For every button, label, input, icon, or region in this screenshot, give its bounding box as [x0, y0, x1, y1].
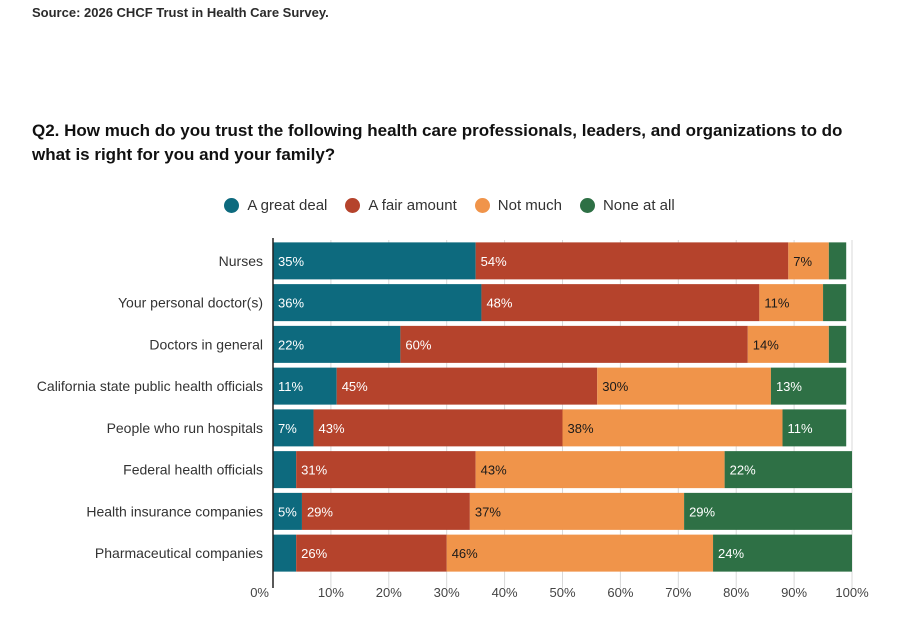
legend-label: A great deal	[247, 197, 328, 214]
data-label: 60%	[405, 337, 431, 352]
bar-segment	[296, 451, 476, 489]
bar-segment	[336, 367, 598, 405]
bar-segment	[475, 242, 789, 280]
data-label: 37%	[475, 504, 501, 519]
data-label: 22%	[730, 463, 756, 478]
bar-segment	[724, 451, 852, 489]
legend-label: None at all	[602, 197, 675, 214]
category-label: People who run hospitals	[107, 420, 263, 436]
legend-swatch	[579, 198, 595, 213]
bar-segment	[273, 534, 297, 572]
x-tick-label: 10%	[318, 585, 344, 600]
data-label: 24%	[718, 546, 744, 561]
data-label: 11%	[764, 296, 789, 311]
x-tick-label: 20%	[376, 585, 402, 600]
bar-segment	[782, 409, 847, 447]
data-label: 38%	[568, 421, 594, 436]
bar-segment	[296, 534, 447, 572]
category-label: Doctors in general	[149, 336, 263, 352]
data-label: 11%	[788, 421, 813, 436]
data-label: 46%	[452, 546, 478, 561]
data-label: 54%	[481, 254, 507, 269]
bar-segment	[273, 367, 337, 405]
data-label: 30%	[602, 379, 628, 394]
bar-segment	[828, 242, 847, 280]
data-label: 11%	[278, 379, 303, 394]
data-label: 29%	[689, 504, 715, 519]
category-label: Your personal doctor(s)	[118, 295, 263, 311]
legend-item: A great deal	[224, 197, 327, 214]
data-label: 14%	[753, 337, 779, 352]
bar-segment	[481, 284, 760, 322]
data-label: 7%	[278, 421, 297, 436]
data-label: 22%	[278, 337, 304, 352]
bar-segment	[273, 451, 297, 489]
bar-segment	[788, 242, 829, 280]
legend-item: Not much	[474, 197, 562, 214]
x-tick-label: 80%	[723, 585, 749, 600]
legend-swatch	[224, 198, 240, 213]
data-label: 43%	[319, 421, 345, 436]
legend-label: A fair amount	[368, 197, 457, 214]
category-label: Pharmaceutical companies	[95, 545, 263, 561]
bar-segment	[273, 409, 314, 447]
legend-item: A fair amount	[345, 197, 457, 214]
data-label: 36%	[278, 296, 304, 311]
bar-segment	[770, 367, 847, 405]
bar-segment	[469, 492, 685, 530]
source-note: Source: 2026 CHCF Trust in Health Care S…	[32, 5, 329, 20]
bar-segment	[597, 367, 771, 405]
bar-segment	[747, 325, 829, 363]
bar-segment	[313, 409, 563, 447]
chart-title: Q2. How much do you trust the following …	[32, 121, 843, 164]
x-tick-label: 40%	[492, 585, 518, 600]
bar-segment	[273, 284, 482, 322]
data-label: 7%	[793, 254, 812, 269]
x-tick-label: 50%	[549, 585, 575, 600]
x-tick-label: 100%	[835, 585, 869, 600]
bar-segment	[273, 492, 302, 530]
data-label: 13%	[776, 379, 802, 394]
data-label: 43%	[481, 463, 507, 478]
data-label: 45%	[342, 379, 368, 394]
legend-label: Not much	[497, 197, 562, 214]
x-tick-label: 70%	[665, 585, 691, 600]
data-label: 29%	[307, 504, 333, 519]
category-label: Nurses	[219, 253, 263, 269]
legend-swatch	[474, 198, 490, 213]
bar-segment	[759, 284, 824, 322]
bar-segment	[828, 325, 847, 363]
category-label: Health insurance companies	[86, 503, 263, 519]
bar-segment	[713, 534, 852, 572]
data-label: 48%	[486, 296, 512, 311]
bar-segment	[475, 451, 725, 489]
x-tick-label: 30%	[434, 585, 460, 600]
bar-segment	[273, 242, 476, 280]
data-label: 5%	[278, 504, 297, 519]
bar-segment	[823, 284, 847, 322]
data-label: 31%	[301, 463, 327, 478]
category-label: Federal health officials	[123, 462, 263, 478]
category-label: California state public health officials	[37, 378, 263, 394]
bar-segment	[301, 492, 470, 530]
legend-swatch	[345, 198, 361, 213]
bar-segment	[273, 325, 401, 363]
x-tick-label: 60%	[607, 585, 633, 600]
data-label: 26%	[301, 546, 327, 561]
legend-item: None at all	[579, 197, 675, 214]
x-tick-label: 0%	[250, 585, 269, 600]
bar-segment	[446, 534, 714, 572]
bar-segment	[684, 492, 852, 530]
bar-segment	[400, 325, 748, 363]
x-tick-label: 90%	[781, 585, 807, 600]
legend: A great deal A fair amount Not much None at…	[0, 197, 899, 214]
bar-segment	[562, 409, 783, 447]
data-label: 35%	[278, 254, 304, 269]
